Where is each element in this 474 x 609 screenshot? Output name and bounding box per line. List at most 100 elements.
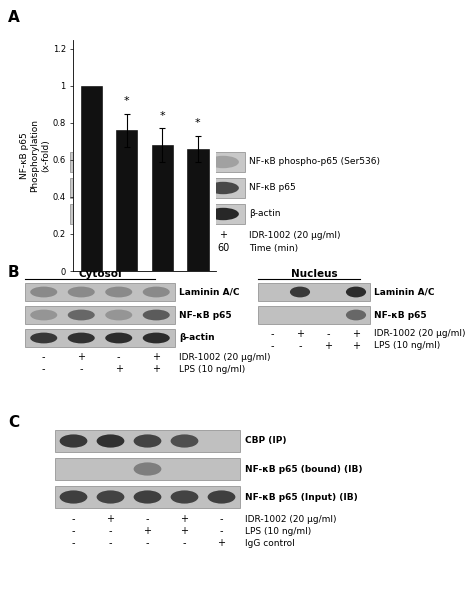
- Ellipse shape: [346, 287, 366, 297]
- Ellipse shape: [30, 287, 57, 297]
- Text: +: +: [152, 364, 160, 374]
- Ellipse shape: [171, 490, 199, 504]
- Ellipse shape: [164, 156, 195, 168]
- Text: Ctrl: Ctrl: [83, 243, 100, 253]
- Text: -: -: [42, 352, 46, 362]
- Text: LPS (10 ng/ml): LPS (10 ng/ml): [179, 365, 245, 373]
- Ellipse shape: [164, 208, 195, 220]
- Ellipse shape: [105, 287, 132, 297]
- Text: *: *: [124, 96, 129, 106]
- Text: NF-κB phospho-p65 (Ser536): NF-κB phospho-p65 (Ser536): [249, 158, 380, 166]
- Text: +: +: [152, 352, 160, 362]
- Text: IDR-1002 (20 μg/ml): IDR-1002 (20 μg/ml): [245, 515, 337, 524]
- Ellipse shape: [208, 490, 236, 504]
- Text: -: -: [72, 526, 75, 536]
- Text: IDR-1002 (20 μg/ml): IDR-1002 (20 μg/ml): [179, 353, 271, 362]
- Ellipse shape: [76, 182, 108, 194]
- Text: -: -: [109, 526, 112, 536]
- Text: -: -: [90, 230, 94, 240]
- Text: -: -: [80, 364, 83, 374]
- Bar: [81, 86, 102, 271]
- Text: -: -: [270, 341, 274, 351]
- Ellipse shape: [68, 287, 95, 297]
- Text: CBP (IP): CBP (IP): [245, 437, 286, 446]
- Text: -: -: [183, 538, 186, 548]
- Text: β-actin: β-actin: [179, 334, 215, 342]
- Ellipse shape: [68, 333, 95, 343]
- Text: +: +: [352, 341, 360, 351]
- Bar: [70, 204, 245, 224]
- Text: 5: 5: [133, 243, 139, 253]
- Text: -: -: [326, 329, 330, 339]
- Ellipse shape: [207, 156, 239, 168]
- Text: +: +: [107, 514, 115, 524]
- Text: *: *: [160, 111, 165, 121]
- Ellipse shape: [134, 490, 161, 504]
- Bar: [55, 458, 240, 480]
- Bar: [70, 178, 245, 198]
- Text: -: -: [220, 514, 223, 524]
- Ellipse shape: [207, 208, 239, 220]
- Text: +: +: [181, 526, 189, 536]
- Text: -: -: [146, 514, 149, 524]
- Text: Time (min): Time (min): [249, 244, 298, 253]
- Text: NF-κB p65 (bound) (IB): NF-κB p65 (bound) (IB): [245, 465, 363, 474]
- Text: Laminin A/C: Laminin A/C: [179, 287, 239, 297]
- Text: B: B: [8, 265, 19, 280]
- Ellipse shape: [30, 309, 57, 320]
- Ellipse shape: [105, 309, 132, 320]
- Bar: [25, 283, 175, 301]
- Text: +: +: [218, 538, 226, 548]
- Text: +: +: [115, 364, 123, 374]
- Ellipse shape: [346, 309, 366, 320]
- Text: +: +: [296, 329, 304, 339]
- Text: -: -: [220, 526, 223, 536]
- Text: Cytosol: Cytosol: [78, 269, 122, 279]
- Text: +: +: [219, 230, 227, 240]
- Text: IDR-1002 (20 μg/ml): IDR-1002 (20 μg/ml): [374, 329, 465, 339]
- Ellipse shape: [60, 434, 87, 448]
- Bar: [187, 149, 209, 271]
- Bar: [116, 130, 137, 271]
- Ellipse shape: [143, 333, 170, 343]
- Ellipse shape: [120, 208, 151, 220]
- Text: LPS (10 ng/ml): LPS (10 ng/ml): [374, 342, 440, 351]
- Ellipse shape: [30, 333, 57, 343]
- Ellipse shape: [68, 309, 95, 320]
- Text: +: +: [324, 341, 332, 351]
- Text: IgG control: IgG control: [245, 538, 295, 547]
- Ellipse shape: [120, 156, 151, 168]
- Ellipse shape: [290, 287, 310, 297]
- Text: +: +: [132, 230, 140, 240]
- Text: -: -: [146, 538, 149, 548]
- Ellipse shape: [76, 208, 108, 220]
- Text: -: -: [109, 538, 112, 548]
- Text: +: +: [181, 514, 189, 524]
- Ellipse shape: [134, 462, 161, 476]
- Bar: [55, 486, 240, 508]
- Ellipse shape: [97, 490, 124, 504]
- Text: 30: 30: [173, 243, 185, 253]
- Text: NF-κB p65 (Input) (IB): NF-κB p65 (Input) (IB): [245, 493, 358, 501]
- Text: -: -: [298, 341, 302, 351]
- Text: +: +: [144, 526, 152, 536]
- Text: 60: 60: [217, 243, 229, 253]
- Bar: [25, 306, 175, 324]
- Text: -: -: [72, 538, 75, 548]
- Ellipse shape: [97, 434, 124, 448]
- Text: -: -: [42, 364, 46, 374]
- Text: Laminin A/C: Laminin A/C: [374, 287, 435, 297]
- Text: NF-κB p65: NF-κB p65: [249, 183, 296, 192]
- Ellipse shape: [134, 434, 161, 448]
- Text: NF-κB p65: NF-κB p65: [374, 311, 427, 320]
- Text: LPS (10 ng/ml): LPS (10 ng/ml): [245, 527, 311, 535]
- Text: *: *: [195, 118, 201, 128]
- Ellipse shape: [120, 182, 151, 194]
- Ellipse shape: [60, 490, 87, 504]
- Bar: [258, 306, 370, 324]
- Text: +: +: [352, 329, 360, 339]
- Ellipse shape: [76, 156, 108, 168]
- Y-axis label: NF-κB p65
Phosphorylation
(x-fold): NF-κB p65 Phosphorylation (x-fold): [20, 119, 50, 192]
- Text: A: A: [8, 10, 20, 25]
- Bar: [152, 145, 173, 271]
